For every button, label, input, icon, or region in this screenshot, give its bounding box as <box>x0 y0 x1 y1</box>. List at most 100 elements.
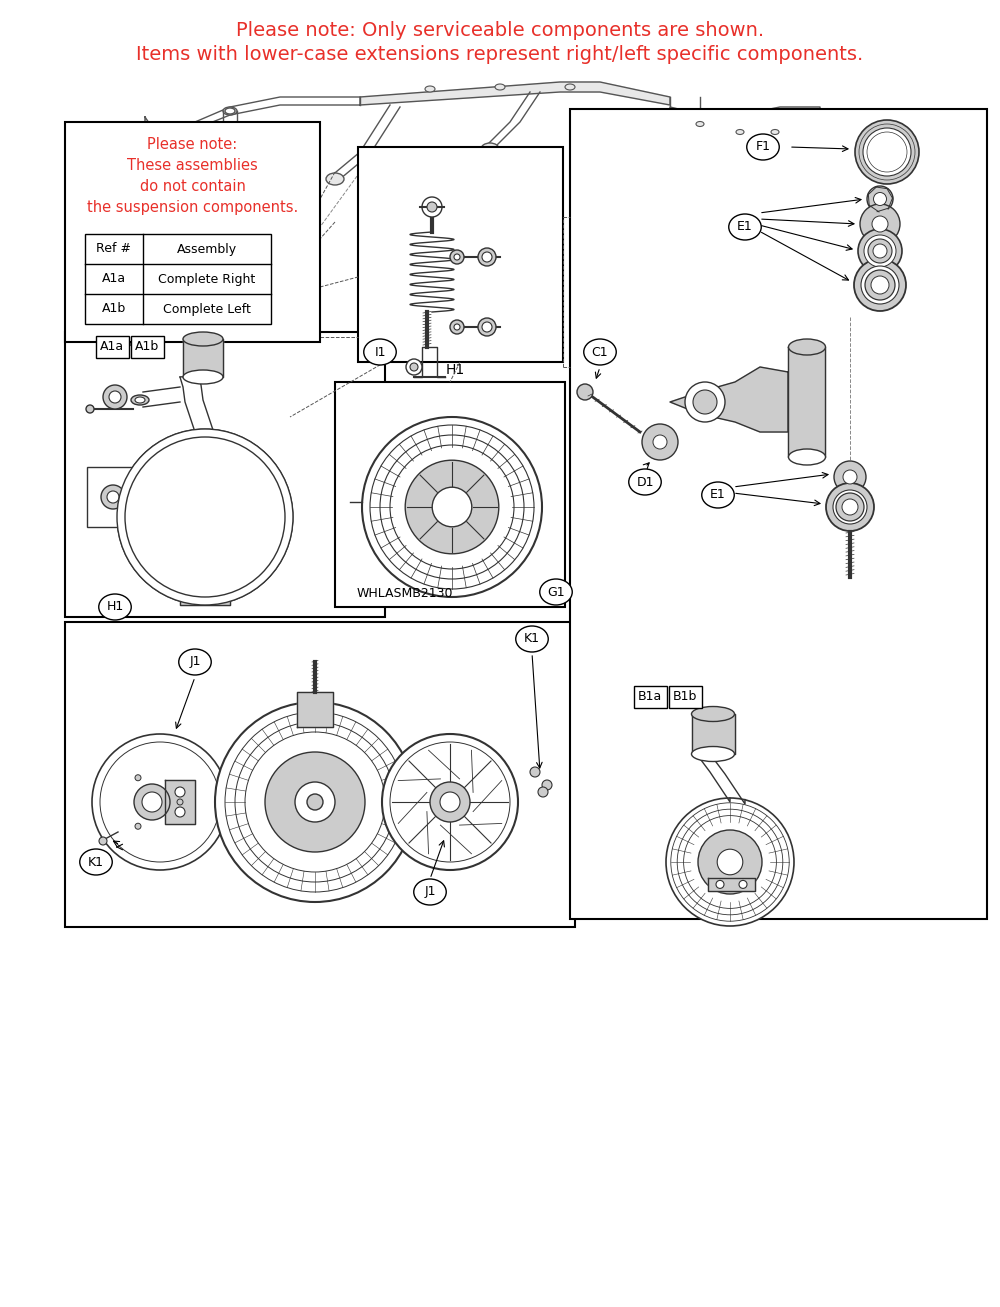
Text: Please note:
These assemblies
do not contain
the suspension components.: Please note: These assemblies do not con… <box>87 137 298 214</box>
Circle shape <box>863 128 911 176</box>
Polygon shape <box>297 691 333 727</box>
Bar <box>634 686 666 708</box>
Circle shape <box>454 324 460 329</box>
Text: A1a: A1a <box>100 341 124 353</box>
Text: G1: G1 <box>547 586 565 599</box>
Circle shape <box>103 386 127 409</box>
Circle shape <box>450 320 464 335</box>
Circle shape <box>842 499 858 515</box>
Ellipse shape <box>364 339 396 365</box>
Circle shape <box>843 471 857 484</box>
Ellipse shape <box>696 122 704 127</box>
Circle shape <box>864 235 896 267</box>
Circle shape <box>858 229 902 273</box>
Bar <box>570 108 987 919</box>
Ellipse shape <box>86 405 94 413</box>
Ellipse shape <box>565 84 575 90</box>
Bar <box>668 686 702 708</box>
Circle shape <box>642 423 678 460</box>
Circle shape <box>189 593 197 601</box>
Text: I1: I1 <box>374 345 386 358</box>
Text: H1: H1 <box>106 600 124 613</box>
Polygon shape <box>670 107 820 142</box>
Text: A1b: A1b <box>135 341 159 353</box>
Bar <box>96 336 128 358</box>
Ellipse shape <box>481 142 499 156</box>
Circle shape <box>867 186 893 212</box>
Text: J1: J1 <box>424 886 436 898</box>
Circle shape <box>295 782 335 822</box>
Bar <box>87 467 167 527</box>
Circle shape <box>698 830 762 894</box>
Text: E1: E1 <box>710 489 726 502</box>
Text: D1: D1 <box>636 476 654 489</box>
Circle shape <box>125 437 285 597</box>
Polygon shape <box>692 714 735 754</box>
Text: Complete Left: Complete Left <box>163 302 251 315</box>
Circle shape <box>538 787 548 797</box>
Ellipse shape <box>131 395 149 405</box>
Circle shape <box>873 244 887 257</box>
Circle shape <box>482 322 492 332</box>
Circle shape <box>716 881 724 889</box>
Ellipse shape <box>326 173 344 186</box>
Ellipse shape <box>80 850 112 874</box>
Text: B1a: B1a <box>638 690 662 703</box>
Text: B1b: B1b <box>673 690 697 703</box>
Circle shape <box>440 792 460 812</box>
Circle shape <box>145 457 265 576</box>
Ellipse shape <box>584 339 616 365</box>
Circle shape <box>685 382 725 422</box>
Polygon shape <box>670 367 788 433</box>
Circle shape <box>478 318 496 336</box>
Circle shape <box>432 488 472 527</box>
Ellipse shape <box>788 450 826 465</box>
Circle shape <box>382 735 518 870</box>
Circle shape <box>405 460 499 554</box>
Text: WHLASMB2130: WHLASMB2130 <box>357 587 453 600</box>
Circle shape <box>215 702 415 902</box>
Ellipse shape <box>747 135 779 159</box>
Ellipse shape <box>414 880 446 904</box>
Circle shape <box>362 417 542 597</box>
Circle shape <box>92 735 228 870</box>
Circle shape <box>135 823 141 829</box>
Circle shape <box>133 444 277 589</box>
Bar <box>65 122 320 342</box>
Text: J1: J1 <box>189 656 201 668</box>
Ellipse shape <box>183 332 223 346</box>
Bar <box>130 336 164 358</box>
Text: K1: K1 <box>524 633 540 646</box>
Ellipse shape <box>425 86 435 91</box>
Ellipse shape <box>99 593 131 620</box>
Circle shape <box>265 752 365 852</box>
Circle shape <box>854 259 906 311</box>
Circle shape <box>117 429 293 605</box>
Circle shape <box>141 493 149 501</box>
Circle shape <box>577 384 593 400</box>
Circle shape <box>739 881 747 889</box>
Circle shape <box>307 793 323 810</box>
Ellipse shape <box>736 129 744 135</box>
Circle shape <box>422 197 442 217</box>
Text: K1: K1 <box>88 856 104 868</box>
Text: H1: H1 <box>445 363 465 376</box>
Ellipse shape <box>225 108 235 114</box>
Ellipse shape <box>179 650 211 674</box>
Text: Complete Right: Complete Right <box>158 272 256 285</box>
Circle shape <box>109 391 121 403</box>
Circle shape <box>107 491 119 503</box>
Circle shape <box>653 435 667 450</box>
Bar <box>65 332 385 617</box>
Circle shape <box>836 493 864 521</box>
Polygon shape <box>145 118 155 139</box>
Circle shape <box>542 780 552 789</box>
Circle shape <box>142 792 162 812</box>
Text: A1b: A1b <box>102 302 126 315</box>
Polygon shape <box>165 780 195 823</box>
Circle shape <box>860 204 900 244</box>
Circle shape <box>454 254 460 260</box>
Text: Please note: Only serviceable components are shown.: Please note: Only serviceable components… <box>236 21 764 39</box>
Circle shape <box>868 239 892 263</box>
Ellipse shape <box>135 397 145 403</box>
